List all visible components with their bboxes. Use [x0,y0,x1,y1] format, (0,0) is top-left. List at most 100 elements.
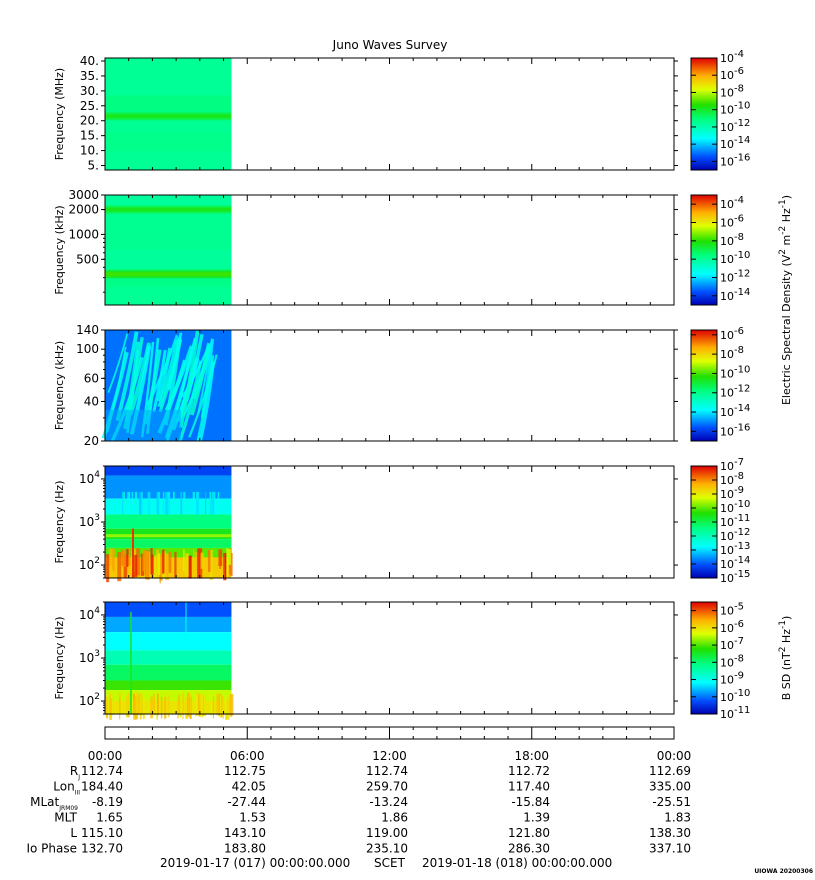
ephemeris-value: 184.40 [81,780,123,794]
ytick-label: 60 [84,371,99,385]
ephemeris-value: 1.86 [381,811,408,825]
ephemeris-value: 112.75 [224,764,266,778]
colorbar-tick: 10-6 [720,326,744,342]
ylabel-2: Frequency (kHz) [53,205,66,294]
ytick-label: 500 [76,252,99,266]
ytick-label: 10. [80,144,99,158]
ephemeris-value: -13.24 [369,795,408,809]
xtick-label: 00:00 [88,749,123,763]
colorbar-tick: 10-15 [720,569,750,585]
ytick-label: 104 [79,470,100,486]
stamp: UIOWA 20200306 [754,868,813,875]
colorbar-tick: 10-4 [720,49,744,65]
ytick-label: 5. [88,159,99,173]
ephemeris-value: 1.65 [96,811,123,825]
ephemeris-value: 286.30 [508,842,550,856]
ephemeris-value: -8.19 [92,795,123,809]
panel-4: 104 103 102 Frequency (Hz) 10-710-810-910-10… [53,457,750,585]
ephemeris-value: 42.05 [232,780,266,794]
ephemeris-value: -25.51 [652,795,691,809]
ylabel-3: Frequency (kHz) [53,341,66,430]
colorbar-tick: 10-10 [720,101,750,117]
xtick-label: 00:00 [657,749,692,763]
spectrogram-2 [105,195,232,305]
ytick-label: 103 [79,649,100,665]
ephemeris-value: 1.83 [664,811,691,825]
ytick-label: 20 [84,434,99,448]
ephemeris-value: 335.00 [649,780,691,794]
colorbar-tick: 10-8 [720,83,744,99]
ytick-label: 40 [84,394,99,408]
ephemeris-value: 183.80 [224,842,266,856]
colorbar-4: 10-710-810-910-1010-1110-1210-1310-1410-… [690,457,750,585]
spectrogram-5 [105,602,234,720]
colorbar-tick: 10-14 [720,135,750,151]
ephemeris-value: -15.84 [511,795,550,809]
colorbar-tick: 10-6 [720,214,744,230]
ephemeris-label: L [70,826,77,840]
colorbar-tick: 10-9 [720,671,744,687]
spectrogram-4 [105,466,233,584]
ytick-label: 15. [80,129,99,143]
colorbar-tick: 10-8 [720,653,744,669]
ephemeris-value: 235.10 [366,842,408,856]
ytick-label: 103 [79,513,100,529]
panel-3: 140 100 60 40 20 Frequency (kHz) 10-6 10-8 10-10… [53,323,750,448]
ephemeris-label: LonIII [53,780,80,797]
ephemeris-value: 132.70 [81,842,123,856]
electric-colorbar-label: Electric Spectral Density (V2 m-2 Hz-1) [778,195,793,405]
ephemeris-value: 121.80 [508,826,550,840]
ytick-label: 2000 [68,203,99,217]
ephemeris-value: 119.00 [366,826,408,840]
ytick-label: 35. [80,69,99,83]
ephemeris-value: 117.40 [508,780,550,794]
footer-start: 2019-01-17 (017) 00:00:00.000 [160,856,350,870]
ephemeris-row: MLT 1.65 1.53 1.86 1.39 1.83 [54,811,691,825]
colorbar-tick: 10-5 [720,602,744,618]
chart-title: Juno Waves Survey [332,38,448,52]
ytick-label: 100 [76,342,99,356]
panel-1: 40.35.30.25.20.15.10.5. Frequency (MHz) 10… [53,49,750,173]
footer-mid: SCET [374,856,406,870]
ytick-label: 140 [76,323,99,337]
ephemeris-value: -27.44 [227,795,266,809]
magnetic-colorbar-label: B SD (nT2 Hz-1) [778,616,793,701]
ephemeris-value: 138.30 [649,826,691,840]
ytick-label: 30. [80,84,99,98]
colorbar-3: 10-6 10-8 10-10 10-12 10-14 10-16 [690,326,750,442]
ytick-label: 3000 [68,188,99,202]
colorbar-tick: 10-16 [720,422,750,438]
colorbar-tick: 10-14 [720,287,750,303]
ylabel-4: Frequency (Hz) [53,481,66,564]
xtick-label: 18:00 [514,749,549,763]
ylabel-1: Frequency (MHz) [53,68,66,160]
ephemeris-label: RJ [70,764,80,781]
ephemeris-label: MLT [54,811,77,825]
ephemeris-row: Io Phase 132.70 183.80 235.10 286.30 337.10 [26,842,691,856]
ytick-label: 102 [79,692,100,708]
ephemeris-value: 1.39 [523,811,550,825]
ephemeris-value: 259.70 [366,780,408,794]
ephemeris-row: RJ 112.74 112.75 112.74 112.72 112.69 [70,764,691,781]
ephemeris-value: 112.74 [81,764,123,778]
colorbar-tick: 10-8 [720,232,744,248]
colorbar-tick: 10-6 [720,66,744,82]
ephemeris-value: 115.10 [81,826,123,840]
ytick-label: 1000 [68,227,99,241]
ephemeris-value: 143.10 [224,826,266,840]
ephemeris-row: MLatJRM09 -8.19 -27.44 -13.24 -15.84 -25.51 [30,795,691,812]
ephemeris-value: 112.72 [508,764,550,778]
colorbar-tick: 10-6 [720,619,744,635]
colorbar-tick: 10-7 [720,636,744,652]
colorbar-tick: 10-16 [720,152,750,168]
colorbar-tick: 10-10 [720,688,750,704]
ephemeris-value: 1.53 [239,811,266,825]
colorbar-tick: 10-10 [720,250,750,266]
ylabel-5: Frequency (Hz) [53,617,66,700]
ephemeris-value: 112.69 [649,764,691,778]
